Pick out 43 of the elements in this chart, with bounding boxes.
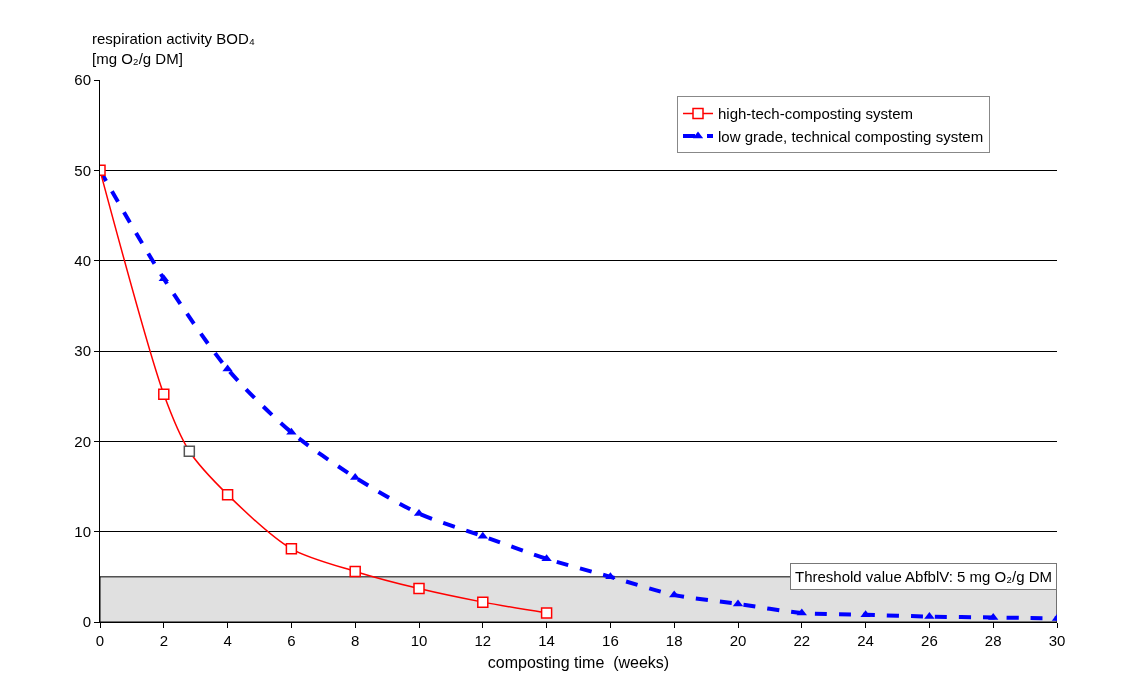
point (796, 608, 807, 616)
y-axis-title: respiration activity BOD₄ [mg O₂/g DM] (92, 30, 255, 67)
legend-label: low grade, technical composting system (718, 127, 984, 145)
point (860, 610, 871, 618)
x-tick-label: 24 (857, 632, 874, 649)
point (158, 388, 170, 401)
x-tick-label: 26 (921, 632, 938, 649)
x-tick-label: 6 (287, 632, 296, 649)
x-tick-label: 2 (159, 632, 168, 649)
legend-label: high-tech-composting system (718, 105, 914, 123)
x-tick-label: 18 (665, 632, 683, 649)
point (540, 607, 553, 619)
point (541, 554, 552, 562)
y-tick-label: 0 (82, 613, 91, 631)
x-tick-label: 20 (729, 632, 747, 649)
point (349, 565, 361, 578)
point (477, 596, 489, 608)
point (183, 445, 196, 458)
x-tick-label: 30 (1048, 632, 1066, 649)
band-label: Threshold value AbfblV: 5 mg O₂/g DM (795, 568, 1053, 585)
y-tick-label: 20 (74, 432, 91, 450)
x-tick-label: 22 (793, 632, 811, 649)
y-tick-label: 30 (74, 342, 91, 360)
x-tick-label: 0 (95, 632, 105, 649)
point (285, 543, 298, 555)
y-tick-label: 40 (74, 251, 91, 269)
point (221, 488, 234, 501)
y-tick-label: 10 (74, 522, 91, 540)
x-tick-label: 10 (410, 632, 428, 649)
x-tick-label: 12 (474, 632, 492, 649)
x-tick-label: 8 (351, 632, 360, 649)
x-tick-label: 16 (602, 632, 619, 649)
point (413, 582, 425, 595)
x-tick-label: 4 (223, 632, 232, 649)
point (669, 590, 680, 598)
x-tick-label: 14 (538, 632, 555, 649)
point (605, 572, 616, 580)
x-axis-title: composting time (weeks) (487, 653, 670, 671)
x-tick-label: 28 (984, 632, 1002, 649)
point (988, 612, 999, 620)
y-tick-label: 60 (74, 71, 91, 89)
point (286, 427, 297, 435)
y-tick-label: 50 (74, 161, 91, 179)
